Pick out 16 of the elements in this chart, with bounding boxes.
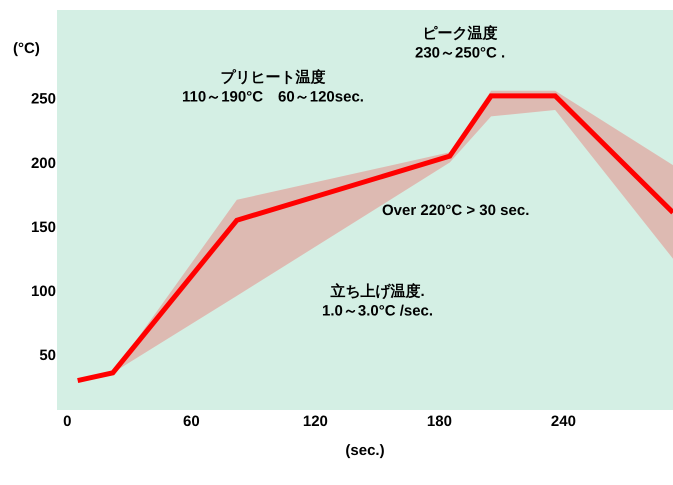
- x-tick-label: 0: [63, 413, 72, 430]
- annotation: 立ち上げ温度. 1.0～3.0°C /sec.: [322, 282, 434, 320]
- y-tick-label: 250: [30, 90, 56, 108]
- x-axis-title: (sec.): [345, 442, 385, 459]
- x-tick-label: 240: [550, 413, 576, 430]
- x-tick-label: 180: [426, 413, 452, 430]
- y-tick-label: 150: [30, 218, 56, 236]
- x-tick-label: 60: [183, 413, 200, 430]
- y-tick-label: 200: [30, 154, 56, 172]
- y-axis-title: (°C): [13, 40, 40, 57]
- annotation: ピーク温度 230～250°C .: [415, 24, 506, 62]
- x-tick-label: 120: [302, 413, 328, 430]
- y-tick-label: 100: [30, 283, 56, 300]
- annotation: プリヒート温度 110～190°C 60～120sec.: [182, 68, 364, 106]
- y-tick-label: 50: [39, 347, 56, 364]
- annotation: Over 220°C > 30 sec.: [382, 202, 530, 219]
